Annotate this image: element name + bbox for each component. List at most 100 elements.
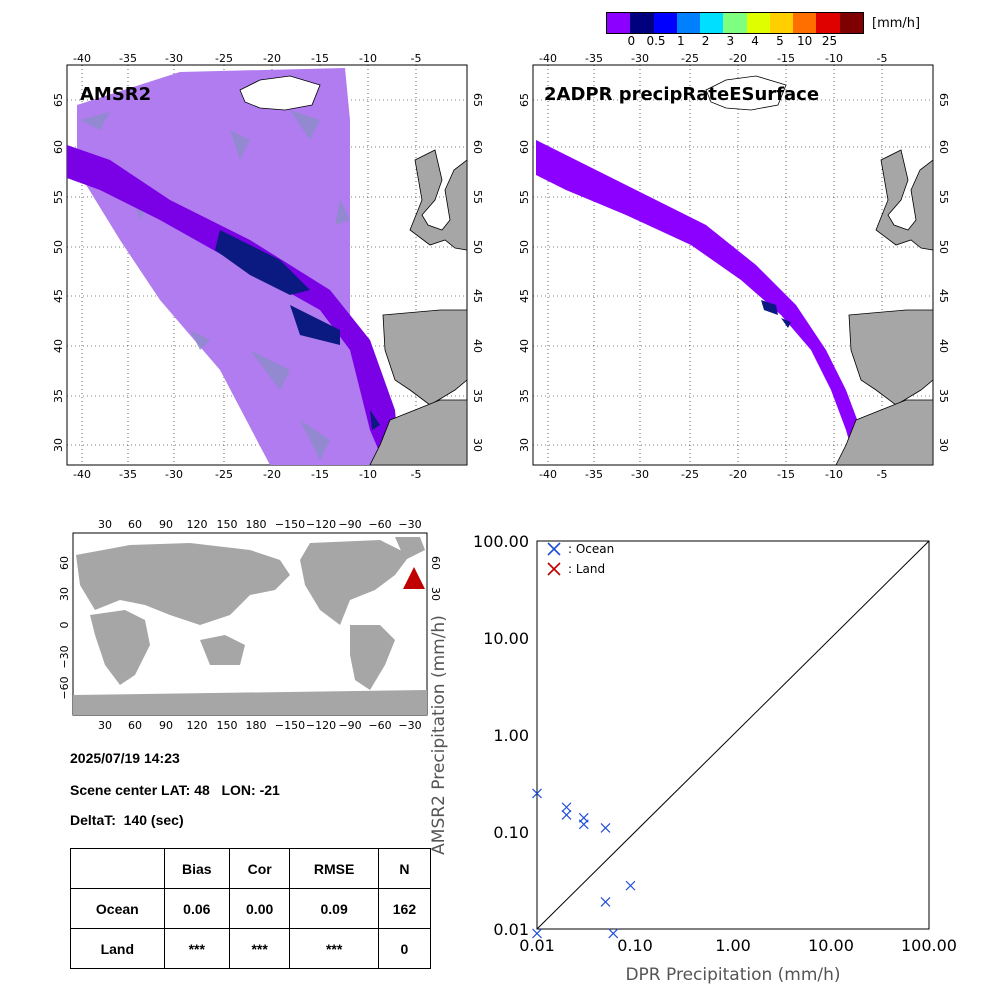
scene-center: Scene center LAT: 48 LON: -21 — [70, 782, 280, 798]
svg-text:-20: -20 — [263, 52, 281, 65]
lon-ticks-top: -40 -35 -30 -25 -20 -15 -10 -5 — [73, 52, 421, 65]
svg-text:-30: -30 — [165, 52, 183, 65]
colorbar-labels: 0 0.5 1 2 3 4 5 10 25 — [606, 34, 866, 50]
colorbar-swatch — [653, 13, 677, 33]
colorbar-label: 3 — [726, 34, 735, 48]
svg-text:−90: −90 — [338, 719, 361, 732]
scatter-point — [532, 928, 542, 939]
legend: : Ocean: Land — [547, 542, 614, 576]
svg-text:45: 45 — [518, 289, 531, 303]
colorbar-label: 10 — [797, 34, 813, 48]
svg-text:55: 55 — [52, 190, 65, 204]
svg-text:-40: -40 — [539, 468, 557, 481]
svg-text:-35: -35 — [585, 468, 603, 481]
scatter-point — [561, 809, 572, 820]
svg-text:30: 30 — [52, 438, 65, 452]
table-header-row: Bias Cor RMSE N — [70, 848, 432, 889]
svg-text:−90: −90 — [338, 518, 361, 531]
colorbar-unit: [mm/h] — [872, 16, 921, 31]
colorbar-label: 1 — [676, 34, 685, 48]
svg-text:60: 60 — [518, 140, 531, 154]
svg-text:-35: -35 — [119, 468, 137, 481]
scatter-plot: 0.01 0.10 1.00 10.00 100.00 0.01 0.10 1.00 10.0… — [429, 532, 957, 985]
x-tick-labels: 0.01 0.10 1.00 10.00 100.00 — [519, 936, 957, 955]
svg-text:−30: −30 — [398, 518, 421, 531]
svg-text:-30: -30 — [631, 468, 649, 481]
table-row: Ocean 0.06 0.00 0.09 162 — [70, 888, 432, 929]
svg-text:30: 30 — [937, 438, 950, 452]
svg-text:50: 50 — [937, 240, 950, 254]
dpr-map: -40 -35 -30 -25 -20 -15 -10 -5 -40 -35 -30 -25 -20-… — [518, 52, 950, 481]
svg-text:65: 65 — [518, 93, 531, 107]
svg-text:-5: -5 — [411, 52, 422, 65]
table-cell: Ocean — [70, 888, 165, 929]
scatter-point — [600, 823, 611, 833]
amsr2-map: -40 -35 -30 -25 -20 -15 -10 -5 -40 -35 -30 -25 -20-… — [52, 52, 484, 481]
colorbar-label: 25 — [821, 34, 838, 48]
dpr-swath — [536, 140, 871, 465]
lon-ticks-top: -40 -35 -30 -25 -20 -15 -10 -5 — [539, 52, 887, 65]
svg-text:180: 180 — [246, 518, 267, 531]
map-title: 2ADPR precipRateESurface — [544, 84, 819, 105]
svg-text:-25: -25 — [681, 468, 699, 481]
svg-text:30: 30 — [58, 587, 71, 601]
svg-text:50: 50 — [471, 240, 484, 254]
svg-text:−30: −30 — [398, 719, 421, 732]
lat-ticks-left: 65 60 55 50 45 40 35 30 — [52, 93, 65, 452]
svg-text:60: 60 — [58, 556, 71, 570]
svg-text:-25: -25 — [215, 52, 233, 65]
svg-text:55: 55 — [937, 190, 950, 204]
y-tick-label: 10.00 — [483, 629, 529, 648]
land-africa — [369, 399, 468, 466]
y-tick-label: 0.10 — [493, 823, 529, 842]
land-africa — [835, 399, 934, 466]
table-cell: 0.09 — [289, 888, 379, 929]
land-iceland — [705, 75, 787, 111]
table-header-cell — [70, 848, 165, 889]
lat-ticks-right: 65 60 55 50 45 40 35 30 — [937, 93, 950, 452]
legend-label: : Ocean — [568, 542, 614, 556]
table-cell: 162 — [377, 888, 432, 929]
svg-text:40: 40 — [52, 339, 65, 353]
svg-text:30: 30 — [98, 518, 112, 531]
land-uk — [875, 149, 934, 251]
x-tick-label: 1.00 — [715, 936, 751, 955]
svg-text:-40: -40 — [539, 52, 557, 65]
colorbar-label: 0 — [627, 34, 636, 48]
deltat: DeltaT: 140 (sec) — [70, 812, 184, 828]
amsr2-rain-band — [67, 145, 400, 465]
world-lat-ticks-left: 60 30 0 −30 −60 — [58, 556, 71, 700]
svg-text:60: 60 — [128, 719, 142, 732]
svg-text:65: 65 — [471, 93, 484, 107]
svg-text:45: 45 — [471, 289, 484, 303]
colorbar-swatch — [793, 13, 817, 33]
colorbar-label: 2 — [701, 34, 710, 48]
lon-ticks-bottom: -40 -35 -30 -25 -20 -15 -10 -5 — [539, 468, 887, 481]
svg-text:40: 40 — [518, 339, 531, 353]
svg-text:-40: -40 — [73, 52, 91, 65]
svg-text:-30: -30 — [165, 468, 183, 481]
scatter-point — [532, 788, 542, 799]
svg-text:−60: −60 — [368, 719, 391, 732]
scene-location-marker — [403, 567, 425, 589]
colorbar-swatch — [607, 13, 631, 33]
svg-text:-35: -35 — [119, 52, 137, 65]
table-row: Land *** *** *** 0 — [70, 928, 432, 969]
svg-text:-30: -30 — [631, 52, 649, 65]
table-cell: *** — [163, 928, 230, 969]
world-land — [73, 537, 427, 715]
scatter-point — [561, 802, 572, 813]
svg-text:60: 60 — [128, 518, 142, 531]
svg-text:30: 30 — [429, 587, 442, 601]
x-axis-label: DPR Precipitation (mm/h) — [625, 965, 840, 985]
lon-ticks-bottom: -40 -35 -30 -25 -20 -15 -10 -5 — [73, 468, 421, 481]
svg-text:30: 30 — [471, 438, 484, 452]
svg-text:-25: -25 — [215, 468, 233, 481]
svg-text:60: 60 — [937, 140, 950, 154]
svg-text:60: 60 — [471, 140, 484, 154]
svg-text:65: 65 — [52, 93, 65, 107]
lat-ticks-left: 65 60 55 50 45 40 35 30 — [518, 93, 531, 452]
svg-text:30: 30 — [98, 719, 112, 732]
map-title: AMSR2 — [80, 84, 151, 105]
scatter-points — [532, 788, 636, 939]
